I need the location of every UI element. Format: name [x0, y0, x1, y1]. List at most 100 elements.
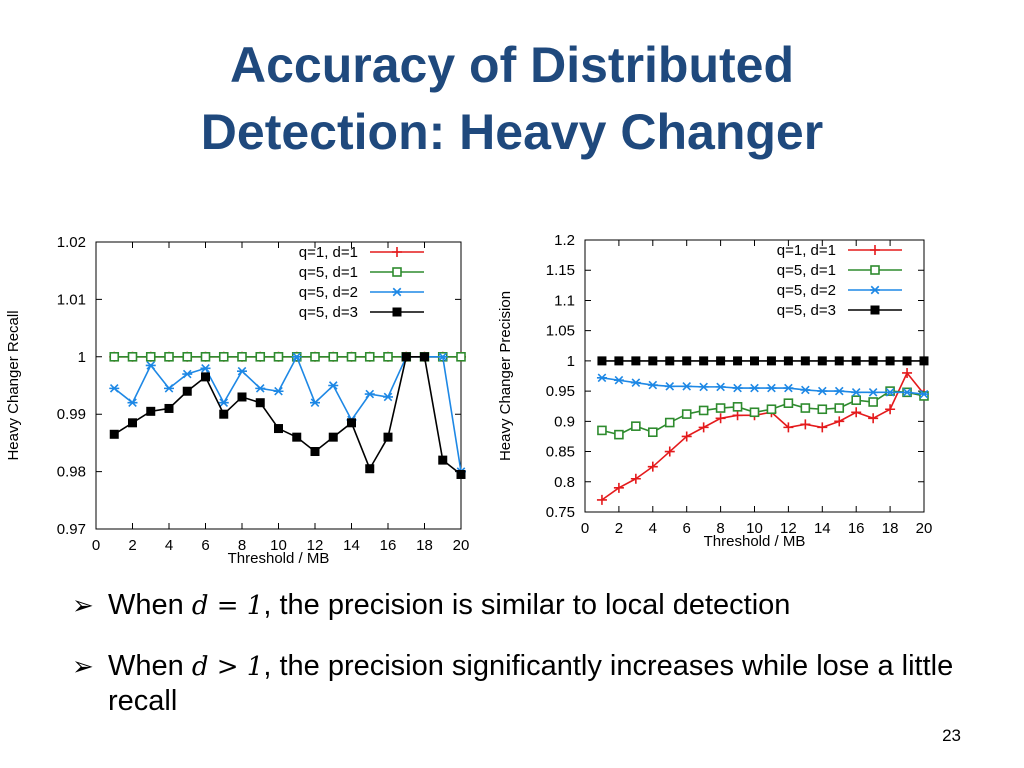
data-point	[346, 352, 357, 362]
data-point	[800, 356, 810, 366]
data-point	[870, 285, 880, 295]
data-point	[364, 352, 375, 362]
data-point	[218, 398, 229, 408]
x-tick-label: 8	[716, 520, 724, 537]
data-point	[255, 352, 266, 362]
y-tick-label: 0.95	[546, 383, 575, 400]
data-point	[919, 389, 929, 399]
data-point	[383, 392, 393, 402]
data-point	[456, 469, 466, 479]
bullet-list: ➢ When d = 1, the precision is similar t…	[72, 588, 972, 716]
x-axis-label: Threshold / MB	[228, 550, 330, 567]
data-point	[664, 446, 675, 457]
data-point	[885, 356, 895, 366]
x-tick-label: 10	[746, 520, 763, 537]
y-tick-label: 0.98	[57, 464, 86, 481]
data-point	[800, 403, 811, 413]
data-point	[732, 383, 743, 393]
data-point	[401, 352, 411, 362]
x-tick-label: 2	[615, 520, 623, 537]
data-point	[182, 386, 192, 396]
data-point	[420, 352, 429, 362]
y-tick-label: 0.9	[554, 413, 575, 430]
data-point	[255, 384, 266, 393]
series-line	[601, 371, 925, 501]
data-point	[885, 388, 896, 397]
bullet-text-post: , the precision is similar to local dete…	[263, 589, 791, 621]
data-point	[681, 409, 692, 419]
data-point	[698, 405, 709, 416]
data-point	[783, 422, 794, 433]
slide-title-line2: Detection: Heavy Changer	[200, 104, 824, 160]
series-1	[597, 386, 929, 440]
y-tick-label: 0.85	[546, 444, 575, 461]
legend-label: q=5, d=3	[299, 304, 358, 321]
data-point	[109, 429, 119, 439]
y-tick-label: 1	[78, 349, 86, 366]
data-point	[647, 380, 658, 390]
data-point	[698, 382, 709, 392]
x-axis-label: Threshold / MB	[704, 533, 806, 550]
x-tick-label: 0	[581, 520, 589, 537]
data-point	[164, 384, 174, 393]
data-point	[347, 418, 356, 428]
legend-label: q=1, d=1	[299, 244, 358, 261]
data-point	[128, 418, 137, 428]
data-point	[648, 427, 658, 438]
data-point	[613, 482, 624, 493]
data-point	[783, 383, 794, 393]
data-point	[109, 384, 120, 393]
x-tick-label: 0	[92, 537, 100, 554]
data-point	[783, 356, 793, 366]
x-tick-label: 12	[307, 537, 324, 554]
y-tick-label: 1.05	[546, 323, 575, 340]
data-point	[328, 432, 338, 442]
legend-label: q=5, d=2	[777, 282, 836, 299]
x-tick-label: 16	[380, 537, 397, 554]
chart-svg: 0.97 0.98 0.99 1 1.01 1.02 0 2 4 6 8 10 12 14 16 18 20 Th…	[5, 234, 470, 567]
bullet-item: ➢ When d = 1, the precision is similar t…	[72, 588, 972, 623]
data-point	[885, 386, 895, 396]
x-tick-label: 2	[128, 537, 136, 554]
bullet-math: d = 1	[191, 591, 264, 621]
data-point	[237, 366, 247, 376]
data-point	[392, 307, 402, 317]
data-point	[664, 381, 675, 391]
x-tick-label: 8	[238, 537, 246, 554]
data-point	[291, 352, 302, 362]
data-point	[902, 356, 912, 366]
data-point	[851, 356, 861, 366]
data-point	[392, 247, 402, 257]
data-point	[698, 422, 709, 433]
data-point	[733, 356, 743, 366]
slide-title-line1: Accuracy of Distributed	[229, 37, 794, 93]
arrow-bullet-icon: ➢	[72, 651, 94, 681]
y-tick-label: 1.01	[57, 291, 86, 308]
x-tick-label: 20	[453, 537, 470, 554]
precision-chart: 0.75 0.8 0.85 0.9 0.95 1 1.05 1.1 1.15 1.2 0 2 4 6 8 10…	[492, 228, 992, 560]
legend-label: q=5, d=3	[777, 302, 836, 319]
data-point	[200, 352, 211, 362]
data-point	[614, 429, 624, 440]
data-point	[647, 461, 658, 472]
data-point	[630, 473, 641, 484]
x-tick-label: 14	[814, 520, 831, 537]
y-tick-label: 1.2	[554, 232, 575, 249]
data-point	[127, 352, 138, 362]
data-point	[715, 413, 726, 424]
data-point	[870, 245, 880, 255]
data-point	[365, 464, 375, 474]
data-point	[851, 407, 862, 418]
data-point	[273, 386, 284, 396]
data-point	[919, 356, 929, 366]
y-tick-label: 1.02	[57, 234, 86, 251]
data-point	[201, 372, 210, 382]
data-point	[164, 352, 174, 362]
data-point	[310, 352, 320, 362]
data-point	[613, 375, 624, 385]
plot-frame	[95, 241, 462, 530]
data-point	[145, 352, 156, 362]
data-point	[783, 398, 794, 408]
recall-chart: 0.97 0.98 0.99 1 1.01 1.02 0 2 4 6 8 10 12 14 16 18 20 Th…	[0, 228, 480, 584]
series-2	[109, 352, 466, 476]
